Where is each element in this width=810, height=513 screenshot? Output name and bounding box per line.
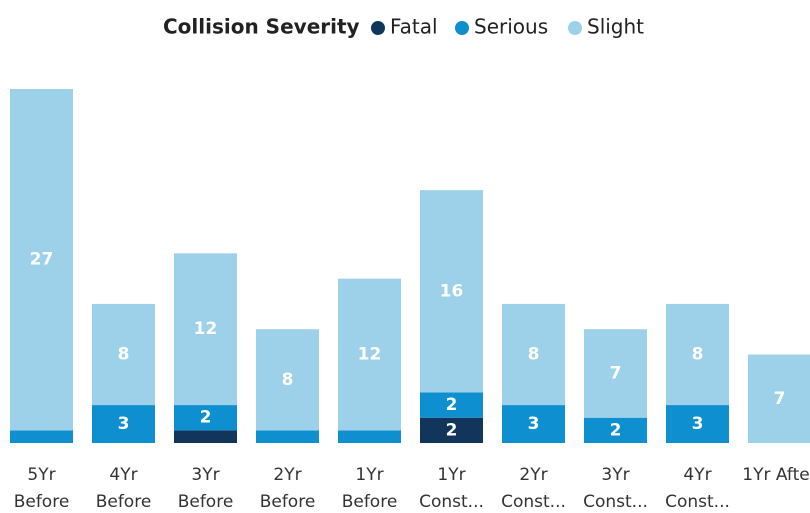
data-label: 7 <box>774 389 786 409</box>
data-label: 12 <box>194 319 218 339</box>
data-label: 2 <box>200 408 212 428</box>
data-label: 8 <box>118 345 130 365</box>
bar-segment <box>256 430 319 443</box>
bar-segment <box>666 405 729 443</box>
bar-segment <box>10 430 73 443</box>
bar-segment <box>748 354 810 443</box>
legend-label: Slight <box>587 15 644 39</box>
data-label: 7 <box>610 363 622 383</box>
bar-segment <box>338 278 401 431</box>
data-label: 3 <box>118 414 130 434</box>
data-label: 12 <box>358 345 382 365</box>
x-tick-label: 3Yr Before <box>177 465 234 512</box>
x-tick-label: 2Yr Before <box>259 465 316 512</box>
bar-segment <box>584 329 647 418</box>
legend-marker <box>455 21 469 35</box>
x-tick-label: 4Yr Const... <box>665 465 730 512</box>
bar-segment <box>256 329 319 431</box>
bar-segment <box>174 430 237 443</box>
data-label: 2 <box>446 420 458 440</box>
bar-segment <box>92 303 155 406</box>
bar-segment <box>502 303 565 406</box>
bar-segment <box>420 392 483 418</box>
bar-segment <box>92 405 155 443</box>
data-label: 2 <box>610 420 622 440</box>
legend-title: Collision Severity <box>163 15 360 39</box>
data-label: 16 <box>440 281 464 301</box>
legend-label: Serious <box>474 15 548 39</box>
bar-segment <box>420 190 483 393</box>
data-label: 8 <box>528 345 540 365</box>
bar-segment <box>502 405 565 443</box>
data-label: 2 <box>446 395 458 415</box>
x-tick-label: 1Yr After <box>742 465 810 485</box>
legend-label: Fatal <box>390 15 438 39</box>
x-tick-label: 2Yr Const... <box>501 465 566 512</box>
x-tick-label: 4Yr Before <box>95 465 152 512</box>
data-label: 8 <box>282 370 294 390</box>
x-tick-label: 3Yr Const... <box>583 465 648 512</box>
x-tick-label: 1Yr Const... <box>419 465 484 512</box>
data-label: 3 <box>528 414 540 434</box>
bar-segment <box>584 417 647 443</box>
data-label: 27 <box>30 250 54 270</box>
x-tick-label: 1Yr Before <box>341 465 398 512</box>
bar-segment <box>338 430 401 443</box>
legend-marker <box>371 21 385 35</box>
bar-segment <box>174 253 237 406</box>
data-label: 8 <box>692 345 704 365</box>
legend-marker <box>568 21 582 35</box>
bar-segment <box>666 303 729 406</box>
bar-segment <box>10 89 73 431</box>
data-label: 3 <box>692 414 704 434</box>
x-tick-label: 5Yr Before <box>13 465 70 512</box>
bar-segment <box>420 417 483 443</box>
bar-segment <box>174 405 237 431</box>
